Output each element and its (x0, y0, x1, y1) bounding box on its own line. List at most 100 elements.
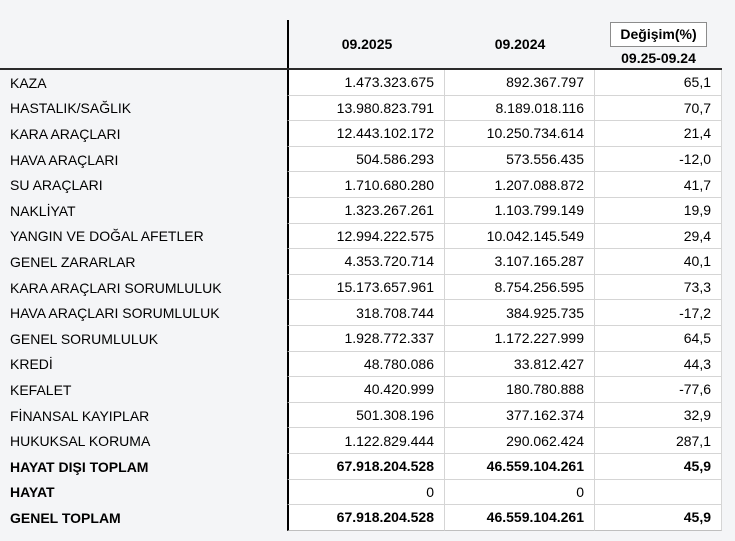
value-change: 64,5 (595, 325, 722, 352)
value-2025: 67.918.204.528 (287, 505, 445, 531)
value-2024: 8.754.256.595 (445, 274, 595, 301)
table-header: 09.2025 09.2024 Değişim(%) 09.25-09.24 (0, 20, 722, 68)
value-2025: 1.323.267.261 (287, 197, 445, 224)
value-2024: 377.162.374 (445, 402, 595, 429)
table-row: KAZA 1.473.323.675 892.367.797 65,1 (0, 70, 722, 96)
value-2024: 0 (445, 479, 595, 506)
row-label: KAZA (10, 74, 47, 91)
value-2025: 501.308.196 (287, 402, 445, 429)
header-col-09-2025: 09.2025 (287, 20, 445, 68)
table-row: KEFALET 40.420.999 180.780.888 -77,6 (0, 377, 722, 403)
value-2025: 48.780.086 (287, 351, 445, 378)
value-change: 287,1 (595, 428, 722, 454)
value-2025: 0 (287, 479, 445, 506)
row-label: FİNANSAL KAYIPLAR (10, 407, 150, 424)
row-label: NAKLİYAT (10, 202, 76, 219)
table-row: GENEL SORUMLULUK 1.928.772.337 1.172.227.9… (0, 325, 722, 352)
table-row: KREDİ 48.780.086 33.812.427 44,3 (0, 351, 722, 378)
value-2024: 180.780.888 (445, 377, 595, 403)
value-2024: 3.107.165.287 (445, 249, 595, 275)
table-body: KAZA 1.473.323.675 892.367.797 65,1 HASTALIK… (0, 70, 735, 531)
row-label: KREDİ (10, 356, 53, 373)
value-2025: 12.994.222.575 (287, 223, 445, 250)
table-row: HAYAT 0 0 (0, 479, 722, 506)
value-2024: 1.103.799.149 (445, 197, 595, 224)
value-2025: 40.420.999 (287, 377, 445, 403)
value-2025: 318.708.744 (287, 300, 445, 326)
value-change: 65,1 (595, 70, 722, 96)
row-label: HAYAT (10, 484, 55, 501)
value-2024: 10.042.145.549 (445, 223, 595, 250)
value-change: 41,7 (595, 172, 722, 198)
change-header-period: 09.25-09.24 (621, 50, 696, 66)
table-row: HUKUKSAL KORUMA 1.122.829.444 290.062.424 2… (0, 428, 722, 454)
value-change: 44,3 (595, 351, 722, 378)
header-divider-rule (0, 68, 722, 70)
header-col-09-2024: 09.2024 (494, 36, 546, 52)
row-label: HAYAT DIŞI TOPLAM (10, 458, 149, 475)
value-change (595, 479, 722, 506)
value-2025: 13.980.823.791 (287, 95, 445, 122)
value-2024: 10.250.734.614 (445, 121, 595, 147)
table-row: HAYAT DIŞI TOPLAM 67.918.204.528 46.559.10… (0, 453, 722, 480)
value-change: 32,9 (595, 402, 722, 429)
value-change: 40,1 (595, 249, 722, 275)
row-label: GENEL ZARARLAR (10, 253, 136, 270)
table-row: GENEL TOPLAM 67.918.204.528 46.559.104.261… (0, 505, 722, 531)
value-2025: 15.173.657.961 (287, 274, 445, 301)
table-row: YANGIN VE DOĞAL AFETLER 12.994.222.575 10.… (0, 223, 722, 250)
row-label: GENEL TOPLAM (10, 509, 121, 526)
value-2025: 1.710.680.280 (287, 172, 445, 198)
table-row: HASTALIK/SAĞLIK 13.980.823.791 8.189.018.1… (0, 95, 722, 122)
value-2025: 1.122.829.444 (287, 428, 445, 454)
value-2024: 573.556.435 (445, 146, 595, 173)
value-change: -77,6 (595, 377, 722, 403)
value-change: 21,4 (595, 121, 722, 147)
row-label: KARA ARAÇLARI SORUMLULUK (10, 279, 222, 296)
table-row: KARA ARAÇLARI SORUMLULUK 15.173.657.961 8.… (0, 274, 722, 301)
table-row: GENEL ZARARLAR 4.353.720.714 3.107.165.287… (0, 249, 722, 275)
table-row: FİNANSAL KAYIPLAR 501.308.196 377.162.374 3… (0, 402, 722, 429)
value-2024: 46.559.104.261 (445, 453, 595, 480)
row-label: SU ARAÇLARI (10, 177, 103, 194)
value-2025: 67.918.204.528 (287, 453, 445, 480)
value-2024: 1.207.088.872 (445, 172, 595, 198)
value-2024: 290.062.424 (445, 428, 595, 454)
value-change: 29,4 (595, 223, 722, 250)
row-label: HUKUKSAL KORUMA (10, 433, 151, 450)
value-change: 45,9 (595, 505, 722, 531)
row-label: HAVA ARAÇLARI SORUMLULUK (10, 305, 220, 322)
table-row: HAVA ARAÇLARI 504.586.293 573.556.435 -12,0 (0, 146, 722, 173)
value-2025: 4.353.720.714 (287, 249, 445, 275)
value-change: 73,3 (595, 274, 722, 301)
value-2025: 1.473.323.675 (287, 70, 445, 96)
table-row: NAKLİYAT 1.323.267.261 1.103.799.149 19,9 (0, 197, 722, 224)
value-2024: 8.189.018.116 (445, 95, 595, 122)
value-2024: 46.559.104.261 (445, 505, 595, 531)
table-row: KARA ARAÇLARI 12.443.102.172 10.250.734.61… (0, 121, 722, 147)
value-2025: 12.443.102.172 (287, 121, 445, 147)
value-change: -12,0 (595, 146, 722, 173)
value-2024: 384.925.735 (445, 300, 595, 326)
value-2025: 504.586.293 (287, 146, 445, 173)
change-header-box: Değişim(%) (610, 22, 707, 47)
value-change: 19,9 (595, 197, 722, 224)
row-label: KEFALET (10, 381, 72, 398)
table-row: HAVA ARAÇLARI SORUMLULUK 318.708.744 384.9… (0, 300, 722, 326)
value-2025: 1.928.772.337 (287, 325, 445, 352)
header-col-change: Değişim(%) 09.25-09.24 (595, 20, 722, 68)
value-change: -17,2 (595, 300, 722, 326)
row-label: YANGIN VE DOĞAL AFETLER (10, 228, 204, 245)
row-label: HASTALIK/SAĞLIK (10, 100, 132, 117)
row-label: GENEL SORUMLULUK (10, 330, 159, 347)
row-label: KARA ARAÇLARI (10, 125, 121, 142)
value-2024: 1.172.227.999 (445, 325, 595, 352)
value-2024: 892.367.797 (445, 70, 595, 96)
value-2024: 33.812.427 (445, 351, 595, 378)
table-row: SU ARAÇLARI 1.710.680.280 1.207.088.872 41,… (0, 172, 722, 198)
value-change: 45,9 (595, 453, 722, 480)
value-change: 70,7 (595, 95, 722, 122)
row-label: HAVA ARAÇLARI (10, 151, 119, 168)
header-empty-cell (0, 20, 287, 68)
